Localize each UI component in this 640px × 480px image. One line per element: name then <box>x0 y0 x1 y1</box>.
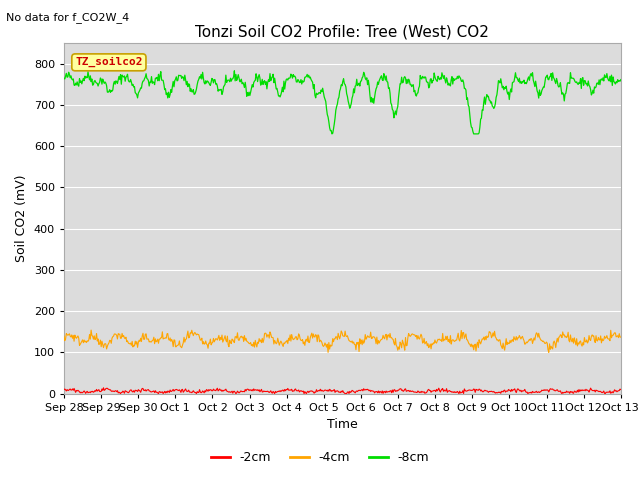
Text: No data for f_CO2W_4: No data for f_CO2W_4 <box>6 12 130 23</box>
Y-axis label: Soil CO2 (mV): Soil CO2 (mV) <box>15 175 28 262</box>
Text: TZ_soilco2: TZ_soilco2 <box>75 57 143 68</box>
Title: Tonzi Soil CO2 Profile: Tree (West) CO2: Tonzi Soil CO2 Profile: Tree (West) CO2 <box>195 24 490 39</box>
Legend: -2cm, -4cm, -8cm: -2cm, -4cm, -8cm <box>206 446 434 469</box>
X-axis label: Time: Time <box>327 418 358 431</box>
